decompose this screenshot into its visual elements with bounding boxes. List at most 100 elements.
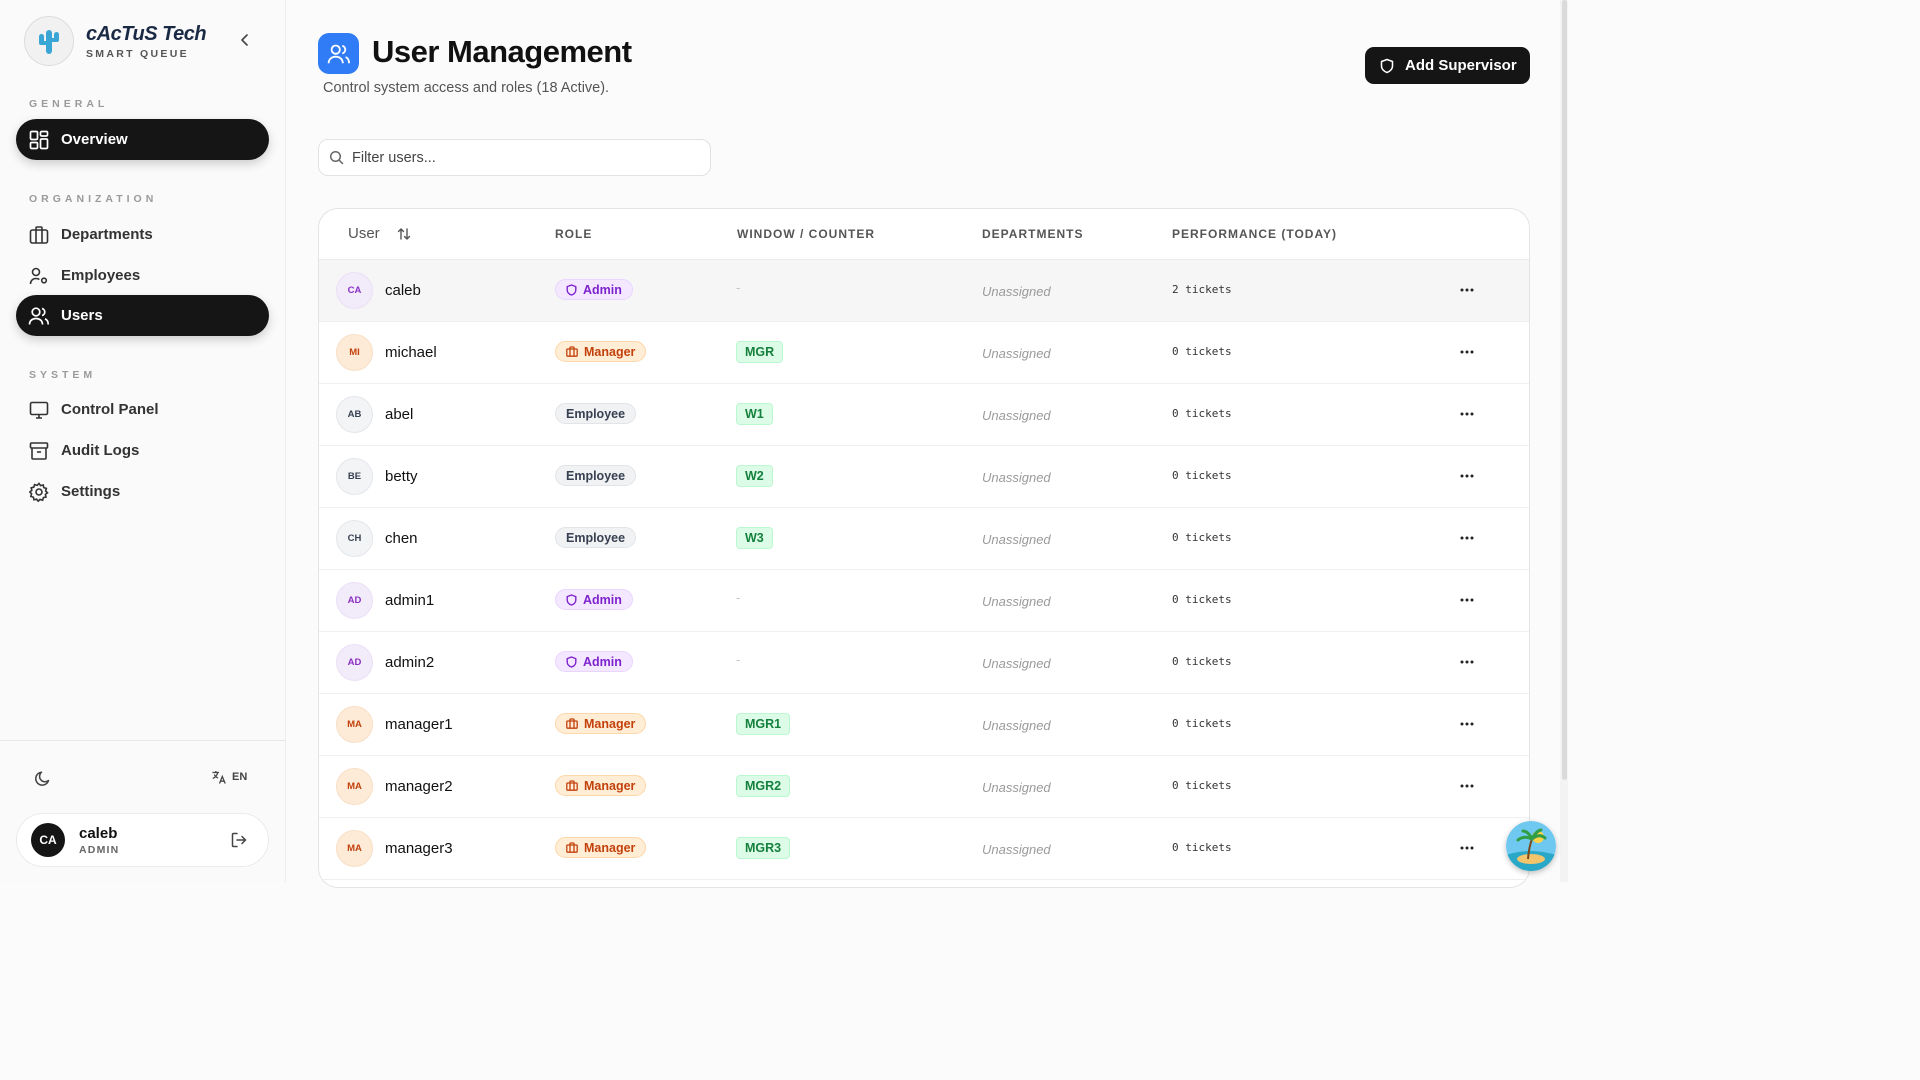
sidebar-item-departments[interactable]: Departments	[16, 214, 269, 255]
shield-icon	[566, 655, 577, 668]
role-label: Admin	[583, 282, 622, 297]
more-horizontal-icon	[1460, 412, 1474, 416]
performance-value: 0 tickets	[1172, 469, 1232, 482]
table-row[interactable]: AB abel Employee W1 Unassigned 0 tickets	[319, 384, 1529, 446]
page-subtitle: Control system access and roles (18 Acti…	[323, 80, 610, 96]
language-label: EN	[232, 771, 248, 783]
user-name: abel	[385, 406, 414, 423]
departments-value: Unassigned	[982, 346, 1051, 361]
table-row[interactable]: MA manager3 Manager MGR3 Unassigned 0 tickets	[319, 818, 1529, 880]
more-horizontal-icon	[1460, 536, 1474, 540]
scrollbar-thumb[interactable]	[1562, 0, 1567, 780]
row-actions-button[interactable]	[1457, 406, 1477, 422]
role-label: Manager	[584, 344, 636, 359]
row-actions-button[interactable]	[1457, 282, 1477, 298]
sidebar-item-audit-logs[interactable]: Audit Logs	[16, 430, 269, 471]
column-header-performance: PERFORMANCE (TODAY)	[1172, 227, 1338, 241]
table-row[interactable]: CA caleb Admin - Unassigned 2 tickets	[319, 260, 1529, 322]
sidebar-item-users[interactable]: Users	[16, 295, 269, 336]
window-empty: -	[736, 590, 741, 605]
user-name: manager2	[385, 778, 453, 795]
user-profile-card[interactable]: CA caleb ADMIN	[16, 813, 269, 867]
filter-users-search[interactable]	[318, 139, 711, 176]
role-badge: Manager	[555, 341, 647, 362]
monitor-icon	[28, 399, 50, 421]
window-badge: W1	[736, 403, 773, 425]
departments-value: Unassigned	[982, 842, 1051, 857]
table-row[interactable]: MA manager1 Manager MGR1 Unassigned 0 tickets	[319, 694, 1529, 756]
sidebar-item-employees[interactable]: Employees	[16, 255, 269, 296]
sidebar: cAcTuS Tech SMART QUEUE GENERAL Overview…	[0, 0, 286, 882]
sidebar-item-control-panel[interactable]: Control Panel	[16, 389, 269, 430]
shield-icon	[566, 593, 577, 606]
row-actions-button[interactable]	[1457, 716, 1477, 732]
column-header-user[interactable]: User	[348, 225, 412, 242]
performance-value: 0 tickets	[1172, 717, 1232, 730]
avatar: MI	[336, 334, 373, 371]
table-row[interactable]: AD admin1 Admin - Unassigned 0 tickets	[319, 570, 1529, 632]
user-name: betty	[385, 468, 418, 485]
row-actions-button[interactable]	[1457, 778, 1477, 794]
table-row[interactable]: CH chen Employee W3 Unassigned 0 tickets	[319, 508, 1529, 570]
column-header-window: WINDOW / COUNTER	[737, 227, 875, 241]
user-name: manager3	[385, 840, 453, 857]
section-label-general: GENERAL	[29, 98, 109, 110]
collapse-sidebar-button[interactable]	[236, 30, 254, 50]
theme-toggle-button[interactable]	[34, 769, 52, 787]
performance-value: 2 tickets	[1172, 283, 1232, 296]
role-badge: Manager	[555, 837, 647, 858]
window-badge: MGR	[736, 341, 784, 363]
add-supervisor-button[interactable]: Add Supervisor	[1365, 47, 1530, 84]
table-row[interactable]: AD admin2 Admin - Unassigned 0 tickets	[319, 632, 1529, 694]
table-header: User ROLE WINDOW / COUNTER DEPARTMENTS P…	[319, 209, 1529, 260]
performance-value: 0 tickets	[1172, 407, 1232, 420]
search-input[interactable]	[352, 149, 682, 166]
gear-icon	[28, 481, 50, 503]
role-badge: Employee	[555, 403, 637, 424]
row-actions-button[interactable]	[1457, 468, 1477, 484]
column-header-role: ROLE	[555, 227, 593, 241]
departments-value: Unassigned	[982, 780, 1051, 795]
language-toggle-button[interactable]: EN	[211, 769, 247, 785]
brand[interactable]: cAcTuS Tech SMART QUEUE	[24, 16, 207, 66]
sidebar-item-overview[interactable]: Overview	[16, 119, 269, 160]
avatar: MA	[336, 706, 373, 743]
role-label: Manager	[584, 840, 636, 855]
departments-value: Unassigned	[982, 284, 1051, 299]
departments-value: Unassigned	[982, 532, 1051, 547]
grid-icon	[28, 129, 50, 151]
briefcase-icon	[566, 842, 578, 853]
brand-name: cAcTuS Tech	[86, 22, 207, 45]
logout-icon	[231, 832, 247, 848]
chevron-left-icon	[241, 34, 248, 46]
departments-value: Unassigned	[982, 718, 1051, 733]
logout-button[interactable]	[230, 831, 248, 849]
role-label: Admin	[583, 654, 622, 669]
row-actions-button[interactable]	[1457, 654, 1477, 670]
table-row[interactable]: MI michael Manager MGR Unassigned 0 tickets	[319, 322, 1529, 384]
user-cog-icon	[28, 265, 50, 287]
briefcase-icon	[28, 224, 50, 246]
role-badge: Admin	[555, 651, 633, 672]
row-actions-button[interactable]	[1457, 530, 1477, 546]
table-row[interactable]: MA manager2 Manager MGR2 Unassigned 0 tickets	[319, 756, 1529, 818]
page-title: User Management	[372, 34, 632, 69]
table-row[interactable]: BE betty Employee W2 Unassigned 0 tickets	[319, 446, 1529, 508]
departments-value: Unassigned	[982, 408, 1051, 423]
row-actions-button[interactable]	[1457, 840, 1477, 856]
user-name: admin1	[385, 592, 435, 609]
sidebar-item-settings[interactable]: Settings	[16, 471, 269, 512]
assistant-button[interactable]	[1506, 821, 1556, 871]
role-label: Employee	[566, 530, 626, 545]
more-horizontal-icon	[1460, 350, 1474, 354]
role-label: Employee	[566, 468, 626, 483]
shield-icon	[1380, 58, 1394, 73]
performance-value: 0 tickets	[1172, 841, 1232, 854]
more-horizontal-icon	[1460, 722, 1474, 726]
row-actions-button[interactable]	[1457, 344, 1477, 360]
avatar: AD	[336, 582, 373, 619]
sort-icon	[397, 227, 410, 240]
sidebar-item-label: Departments	[61, 226, 153, 243]
row-actions-button[interactable]	[1457, 592, 1477, 608]
avatar: MA	[336, 768, 373, 805]
